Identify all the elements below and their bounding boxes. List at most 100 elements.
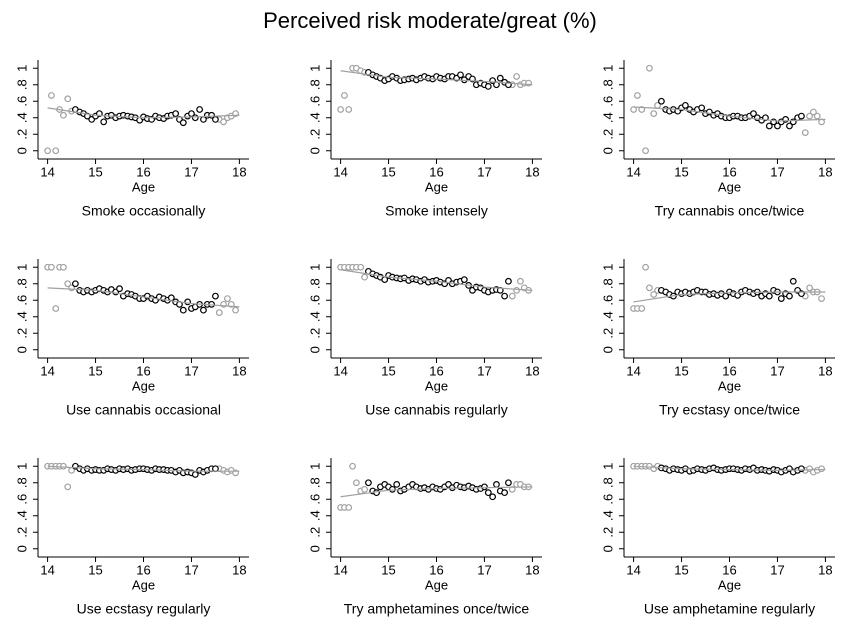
fit-line — [633, 106, 826, 122]
x-axis-label: Age — [425, 179, 448, 194]
y-tick-label: .4 — [600, 510, 615, 521]
y-tick-label: .8 — [14, 79, 29, 90]
point — [365, 479, 372, 487]
y-tick-label: .2 — [600, 129, 615, 140]
x-tick-label: 15 — [674, 164, 688, 179]
panel-title: Try ecstasy once/twice — [659, 402, 800, 418]
y-tick-label: .4 — [14, 311, 29, 322]
x-tick-label: 14 — [626, 562, 640, 577]
panel-title: Use ecstasy regularly — [77, 601, 211, 617]
y-tick-label: .8 — [14, 477, 29, 488]
y-tick-label: .8 — [307, 278, 322, 289]
point — [64, 483, 72, 491]
point — [48, 92, 55, 99]
x-tick-label: 18 — [525, 363, 539, 378]
y-tick-label: .4 — [600, 112, 615, 123]
x-tick-label: 17 — [477, 164, 491, 179]
point — [798, 465, 805, 473]
y-tick-label: 1 — [307, 65, 322, 72]
point — [388, 485, 396, 493]
x-axis-label: Age — [718, 577, 741, 592]
y-tick-label: 0 — [600, 545, 615, 552]
y-tick-label: .2 — [14, 527, 29, 538]
point — [60, 462, 67, 470]
point — [393, 481, 401, 488]
point — [642, 263, 649, 271]
y-tick-label: .6 — [600, 96, 615, 107]
point — [493, 481, 500, 488]
x-tick-label: 17 — [770, 363, 784, 378]
point — [638, 305, 646, 312]
panel-title: Use amphetamine regularly — [644, 601, 815, 617]
x-tick-label: 18 — [232, 363, 246, 378]
x-tick-label: 16 — [429, 562, 443, 577]
y-tick-label: .6 — [600, 295, 615, 306]
point — [505, 277, 512, 285]
y-tick-label: .6 — [307, 96, 322, 107]
point — [801, 129, 809, 137]
x-tick-label: 15 — [88, 164, 102, 179]
point — [100, 118, 108, 126]
y-tick-label: .8 — [600, 79, 615, 90]
x-tick-label: 18 — [232, 164, 246, 179]
point — [52, 305, 60, 312]
point — [172, 110, 180, 118]
point — [196, 106, 204, 113]
x-tick-label: 14 — [626, 164, 640, 179]
point — [224, 295, 231, 303]
point — [813, 112, 821, 120]
point — [484, 82, 492, 90]
point — [650, 110, 658, 118]
point — [513, 73, 520, 80]
point — [496, 74, 504, 82]
point — [200, 306, 207, 314]
point — [457, 71, 464, 79]
x-tick-label: 17 — [770, 562, 784, 577]
x-tick-label: 14 — [40, 363, 54, 378]
x-tick-label: 15 — [88, 562, 102, 577]
point — [810, 108, 817, 116]
point — [698, 104, 706, 112]
x-axis-label: Age — [425, 577, 448, 592]
chart-title: Perceived risk moderate/great (%) — [263, 8, 597, 33]
y-tick-label: .6 — [600, 494, 615, 505]
point — [681, 101, 689, 109]
point — [634, 92, 641, 99]
point — [765, 292, 773, 300]
x-tick-label: 16 — [136, 562, 150, 577]
y-tick-label: .4 — [14, 510, 29, 521]
point — [508, 485, 516, 493]
y-tick-label: 1 — [307, 463, 322, 470]
point — [650, 291, 658, 298]
point — [72, 280, 79, 288]
x-tick-label: 17 — [184, 562, 198, 577]
point — [179, 119, 187, 127]
point — [361, 485, 368, 493]
y-tick-label: 0 — [307, 545, 322, 552]
y-tick-label: 0 — [307, 147, 322, 154]
point — [60, 263, 67, 271]
y-tick-label: .4 — [307, 311, 322, 322]
x-tick-label: 16 — [722, 164, 736, 179]
panel-title: Try amphetamines once/twice — [344, 601, 530, 617]
point — [44, 147, 51, 155]
x-axis-label: Age — [132, 577, 155, 592]
point — [489, 493, 497, 501]
x-tick-label: 15 — [88, 363, 102, 378]
x-tick-label: 17 — [184, 363, 198, 378]
point — [215, 309, 223, 317]
x-tick-label: 14 — [40, 562, 54, 577]
point — [341, 92, 348, 99]
point — [64, 95, 72, 103]
panel-title: Smoke occasionally — [82, 203, 206, 219]
y-tick-label: 1 — [14, 463, 29, 470]
fit-line — [633, 465, 826, 471]
x-axis-label: Age — [718, 378, 741, 393]
point — [806, 284, 813, 292]
x-tick-label: 16 — [136, 164, 150, 179]
y-tick-label: 0 — [14, 545, 29, 552]
x-tick-label: 14 — [333, 164, 347, 179]
point — [646, 64, 653, 72]
x-tick-label: 18 — [525, 164, 539, 179]
point — [786, 292, 793, 300]
